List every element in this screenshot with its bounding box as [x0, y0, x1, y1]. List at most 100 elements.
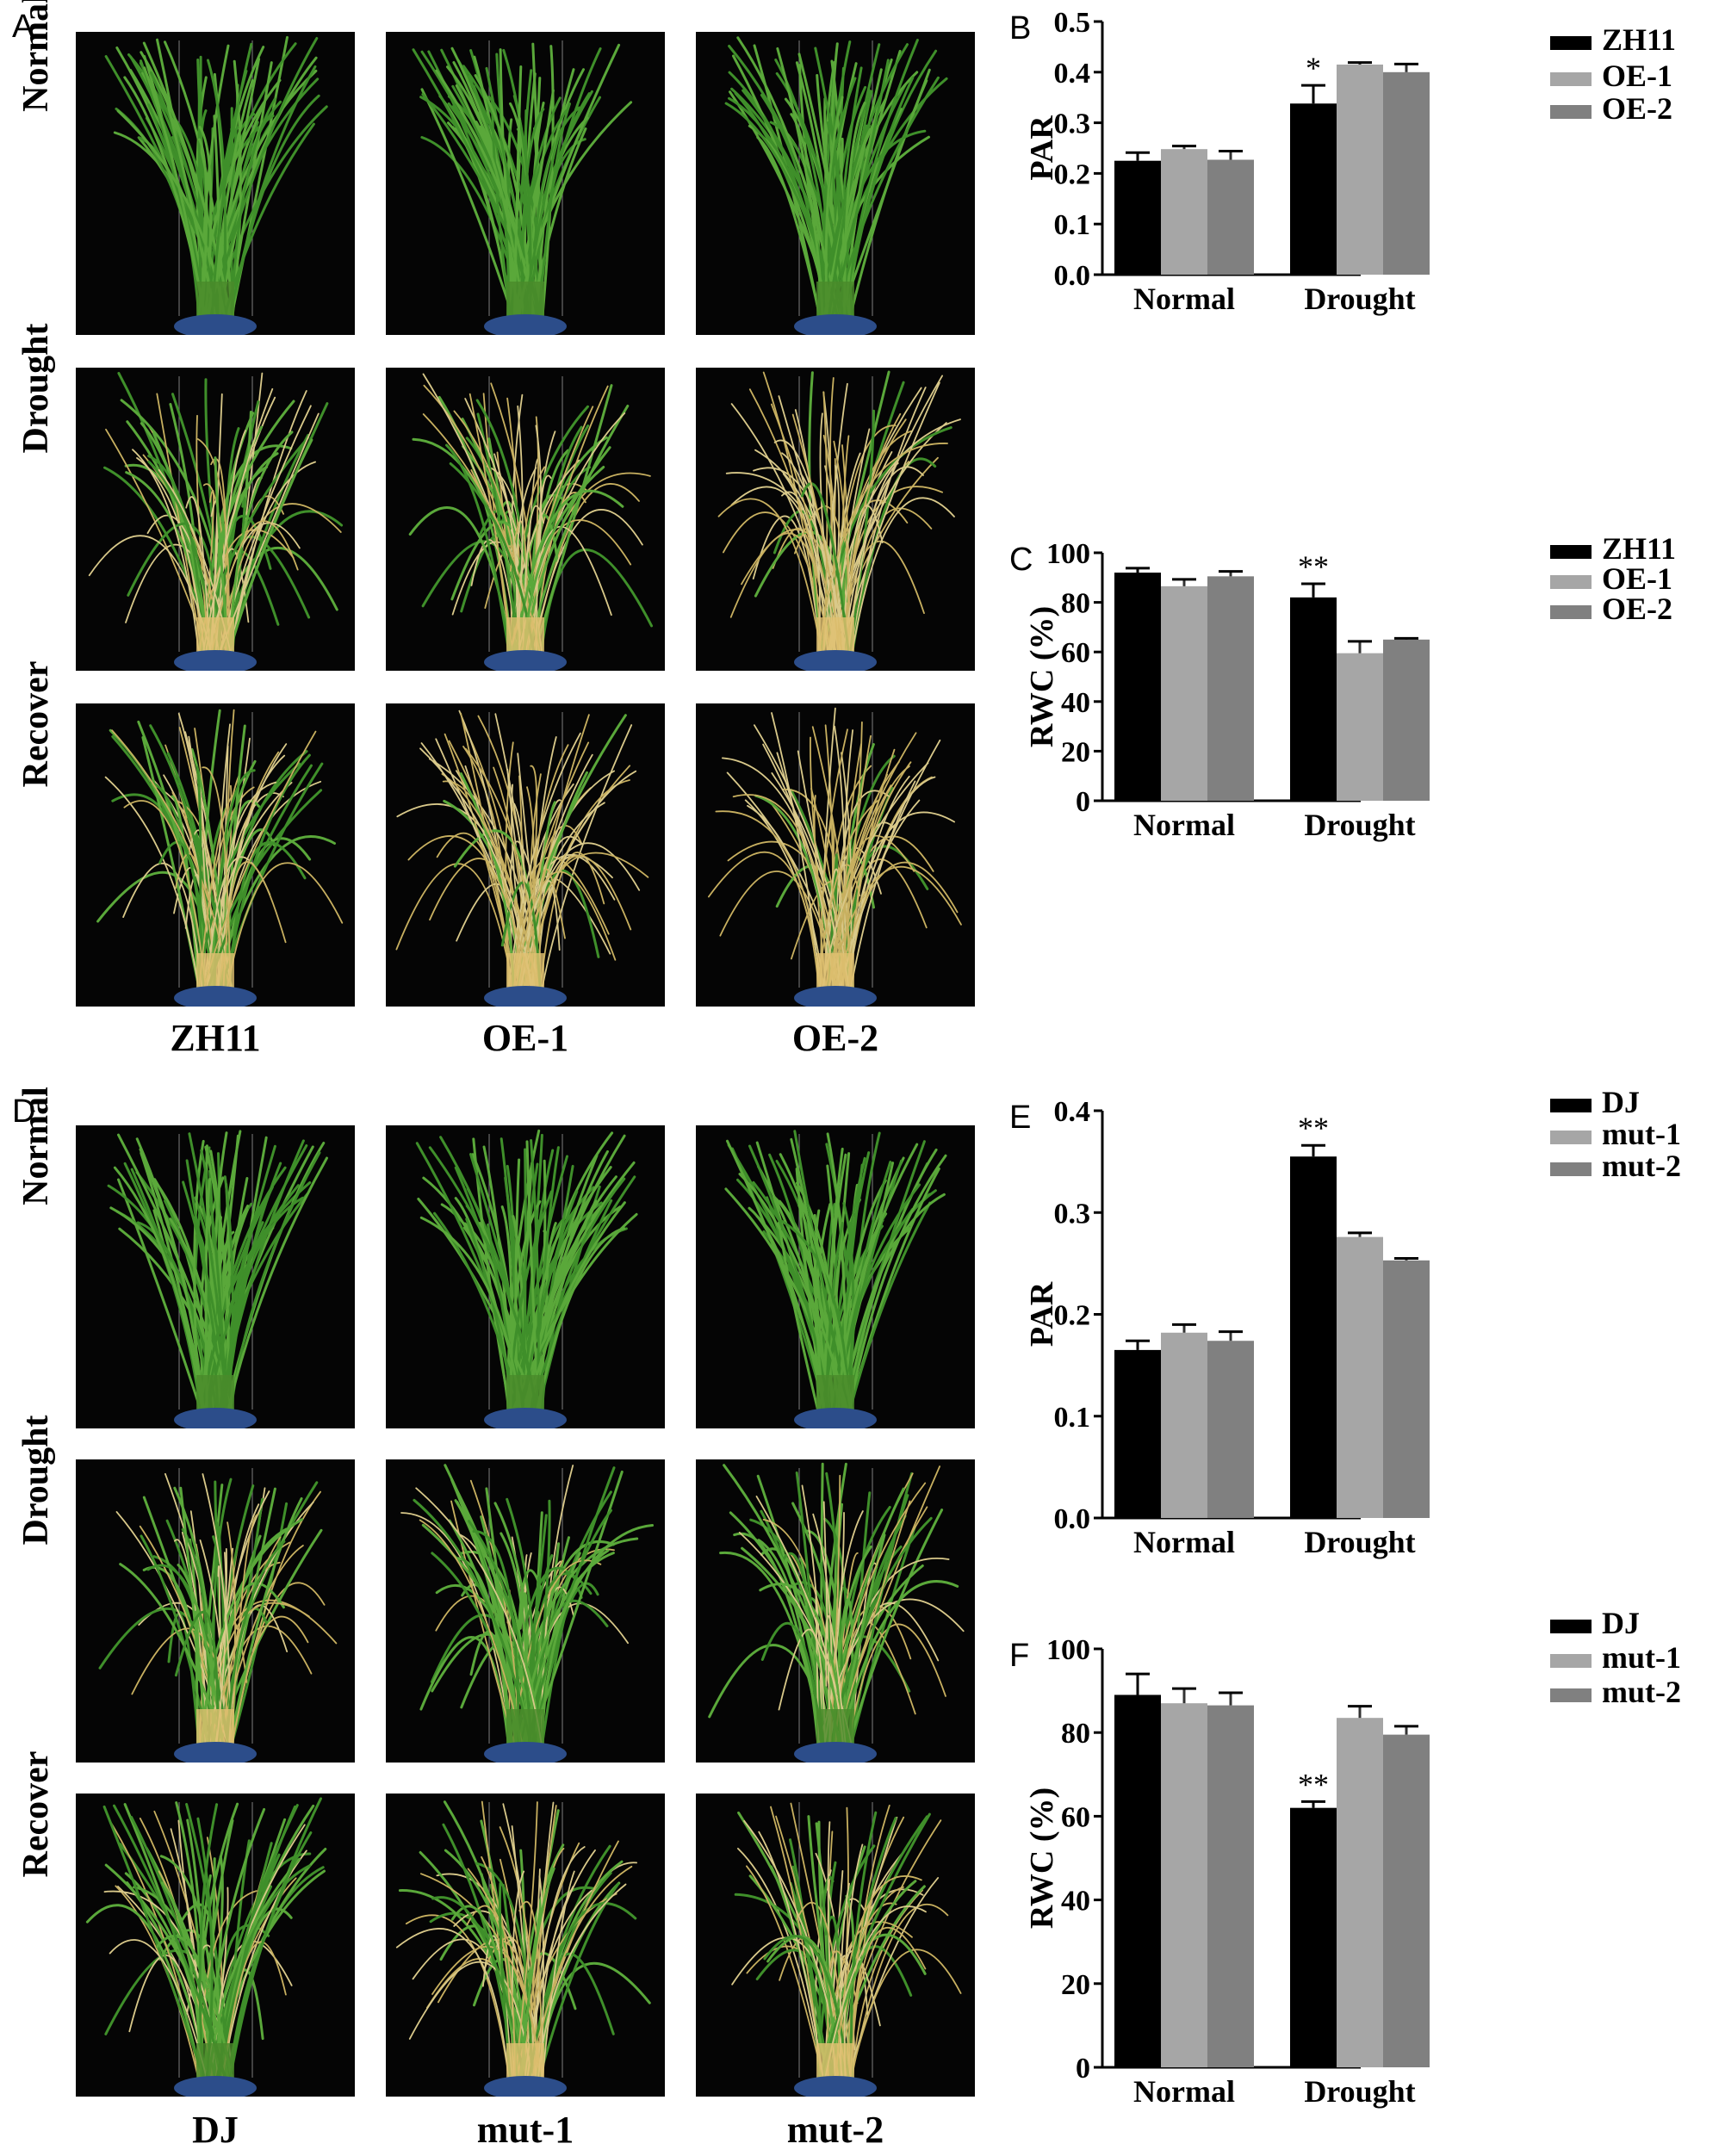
stem-base: [196, 2043, 234, 2078]
significance-label: *: [1306, 51, 1321, 85]
plant-photo: [386, 1794, 665, 2097]
bar: [1161, 585, 1207, 801]
bar: [1383, 1260, 1430, 1518]
significance-label: **: [1298, 549, 1329, 584]
y-tick-label: 0.5: [1054, 7, 1091, 39]
leaf-blade: [113, 1804, 227, 2081]
pot: [794, 1742, 877, 1763]
leaf-blade: [408, 1961, 533, 2080]
leaf-blade: [115, 1511, 229, 1746]
leaf-blade: [450, 1905, 519, 2081]
leaf-blade: [524, 47, 602, 319]
leaf-blade: [819, 412, 836, 654]
legend-label: mut-2: [1602, 1675, 1681, 1709]
leaf-blade: [419, 1216, 522, 1413]
leaf-blade: [132, 449, 200, 654]
leaf-blade: [717, 498, 822, 654]
leaf-blade: [518, 770, 637, 990]
leaf-blade: [840, 776, 936, 990]
pot: [174, 986, 257, 1007]
panel-letter-d: D: [12, 1093, 36, 1130]
legend-swatch: [1550, 605, 1592, 619]
y-tick-label: 0.0: [1054, 1503, 1091, 1535]
leaf-blade: [113, 1166, 204, 1413]
leaf-blade: [849, 780, 916, 990]
y-tick-label: 0.2: [1054, 158, 1091, 190]
x-tick-label: Normal: [1133, 1525, 1235, 1559]
bar: [1290, 1156, 1337, 1518]
leaf-blade: [843, 1148, 938, 1413]
leaf-blade: [207, 59, 227, 319]
leaf-blade: [531, 1865, 633, 2080]
bar: [1207, 576, 1254, 801]
plant-illustration: [107, 1130, 328, 1428]
leaf-blade: [419, 747, 532, 990]
panel-letter: B: [1009, 10, 1031, 46]
leaf-blade: [202, 766, 232, 990]
bar: [1383, 639, 1430, 801]
y-tick-label: 20: [1061, 736, 1090, 768]
leaf-blade: [810, 736, 831, 990]
plant-photo: [696, 32, 975, 335]
plant-photo: [386, 703, 665, 1007]
leaf-blade: [800, 482, 850, 655]
leaf-blade: [537, 102, 571, 319]
leaf-blade: [760, 1621, 823, 1747]
y-tick-label: 20: [1061, 1969, 1090, 2001]
plant-illustration: [717, 370, 961, 671]
leaf-blade: [230, 461, 316, 654]
leaf-blade: [208, 37, 319, 319]
leaf-blade: [537, 1882, 620, 2081]
leaf-blade: [174, 1610, 220, 1747]
legend-label: DJ: [1602, 1085, 1640, 1119]
leaf-blade: [146, 514, 220, 654]
legend-label: mut-1: [1602, 1640, 1681, 1675]
leaf-blade: [155, 1935, 233, 2081]
leaf-blade: [822, 1501, 831, 1746]
leaf-blade: [815, 1590, 820, 1746]
leaf-blade: [88, 535, 213, 654]
leaf-blade: [843, 102, 866, 319]
leaf-blade: [481, 1856, 516, 2080]
leaf-blade: [841, 466, 924, 654]
bar: [1114, 1349, 1161, 1518]
x-tick-label: Drought: [1304, 282, 1415, 316]
plant-photo: [76, 1459, 355, 1763]
leaf-blade: [179, 1486, 209, 1747]
leaf-blade: [464, 747, 539, 990]
leaf-blade: [198, 795, 233, 990]
leaf-blade: [123, 800, 208, 990]
leaf-blade: [778, 1628, 826, 1746]
pot: [794, 986, 877, 1007]
y-tick-label: 0.3: [1054, 108, 1091, 140]
stem-base: [816, 1375, 854, 1409]
legend-swatch: [1550, 1131, 1592, 1144]
y-tick-label: 0.1: [1054, 1402, 1091, 1434]
leaf-blade: [127, 522, 222, 655]
leaf-blade: [708, 851, 820, 990]
leaf-blade: [848, 409, 875, 655]
leaf-blade: [823, 1905, 927, 2080]
leaf-blade: [763, 1935, 851, 2081]
pot: [174, 650, 257, 671]
leaf-blade: [450, 520, 541, 655]
leaf-blade: [228, 65, 317, 319]
y-tick-label: 80: [1061, 1718, 1090, 1750]
plant-photo: [696, 1459, 975, 1763]
plant-photo: [76, 1794, 355, 2097]
leaf-blade: [849, 1927, 927, 2080]
leaf-blade: [128, 1955, 206, 2080]
pot: [484, 314, 567, 335]
y-tick-label: 0.4: [1054, 58, 1091, 90]
legend-label: OE-1: [1602, 59, 1672, 93]
plant-illustration: [400, 1464, 654, 1763]
leaf-blade: [798, 1197, 831, 1413]
leaf-blade: [835, 861, 959, 990]
leaf-blade: [227, 1496, 303, 1747]
leaf-blade: [395, 1928, 510, 2080]
leaf-blade: [196, 438, 230, 654]
plant-illustration: [85, 1797, 327, 2097]
leaf-blade: [104, 776, 200, 990]
leaf-blade: [193, 1139, 205, 1413]
